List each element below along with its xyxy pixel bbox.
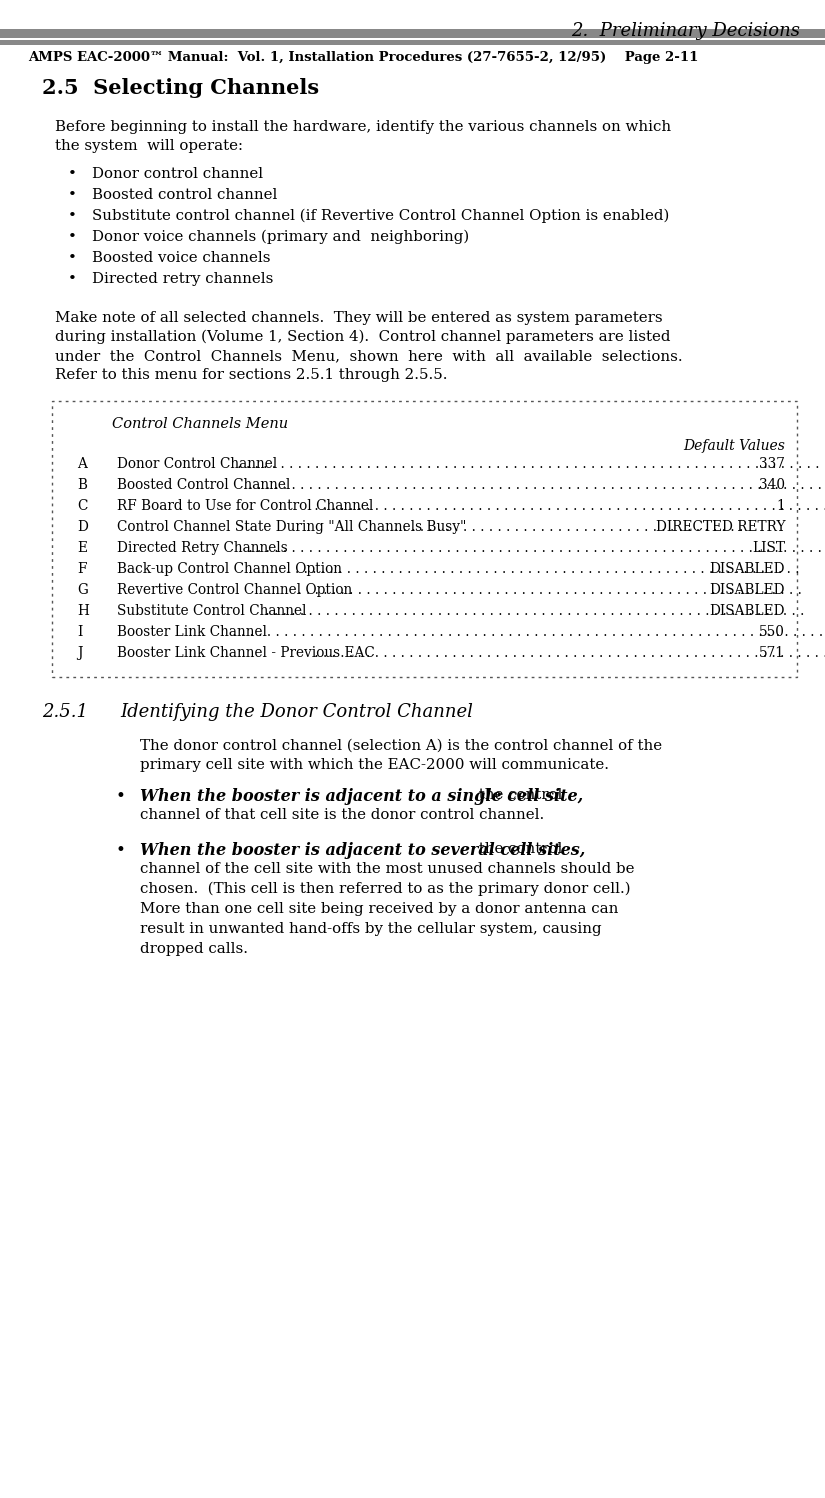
Text: •: •: [115, 842, 125, 858]
Text: •: •: [68, 210, 77, 223]
Text: Substitute control channel (if Revertive Control Channel Option is enabled): Substitute control channel (if Revertive…: [92, 210, 669, 223]
Text: . . . . . . . . . . . . . . . . . . . . . . . . . . . . . . . . . . . . . . . . : . . . . . . . . . . . . . . . . . . . . …: [228, 625, 825, 640]
Text: . . . . . . . . . . . . . . . . . . . . . . . . . . . . . . . . . . . . . . . . : . . . . . . . . . . . . . . . . . . . . …: [261, 604, 804, 619]
Text: dropped calls.: dropped calls.: [140, 942, 248, 956]
Text: 1: 1: [776, 499, 785, 512]
Text: Control Channel State During "All Channels Busy": Control Channel State During "All Channe…: [117, 520, 466, 533]
Text: Boosted Control Channel: Boosted Control Channel: [117, 478, 290, 491]
Text: DISABLED: DISABLED: [710, 583, 785, 598]
Text: •: •: [115, 788, 125, 804]
Text: •: •: [68, 189, 77, 202]
Text: the system  will operate:: the system will operate:: [55, 139, 243, 153]
Text: DIRECTED RETRY: DIRECTED RETRY: [656, 520, 785, 533]
Text: Substitute Control Channel: Substitute Control Channel: [117, 604, 307, 619]
Text: chosen.  (This cell is then referred to as the primary donor cell.): chosen. (This cell is then referred to a…: [140, 882, 630, 896]
Text: DISABLED: DISABLED: [710, 562, 785, 577]
Text: Before beginning to install the hardware, identify the various channels on which: Before beginning to install the hardware…: [55, 120, 671, 133]
Text: B: B: [77, 478, 87, 491]
Text: channel of the cell site with the most unused channels should be: channel of the cell site with the most u…: [140, 861, 634, 876]
Text: More than one cell site being received by a donor antenna can: More than one cell site being received b…: [140, 902, 619, 915]
Text: J: J: [77, 646, 82, 661]
Text: Donor Control Channel: Donor Control Channel: [117, 457, 277, 470]
Text: Identifying the Donor Control Channel: Identifying the Donor Control Channel: [120, 703, 473, 721]
Text: G: G: [77, 583, 88, 598]
Text: 571: 571: [759, 646, 785, 661]
Text: Donor control channel: Donor control channel: [92, 166, 263, 181]
Bar: [0, 28, 825, 36]
Text: When the booster is adjacent to a single cell site,: When the booster is adjacent to a single…: [140, 788, 583, 804]
Text: F: F: [77, 562, 87, 577]
Text: •: •: [68, 252, 77, 265]
Text: I: I: [77, 625, 82, 640]
Text: Refer to this menu for sections 2.5.1 through 2.5.5.: Refer to this menu for sections 2.5.1 th…: [55, 369, 447, 382]
Text: . . . . . . . . . . . . . . . . . . . . . . . . . . . . . . . . . . . . . . . . : . . . . . . . . . . . . . . . . . . . . …: [282, 562, 800, 577]
Text: . . . . . . . . . . . . . . . . . . . . . . . . . . . . . . . . . . . . . . . . : . . . . . . . . . . . . . . . . . . . . …: [233, 457, 825, 470]
Text: . . . . . . . . . . . . . . . . . . . . . . . . . . . . . . . . . . . . . . . . : . . . . . . . . . . . . . . . . . . . . …: [244, 478, 825, 491]
Text: 2.  Preliminary Decisions: 2. Preliminary Decisions: [571, 22, 800, 40]
Text: Donor voice channels (primary and  neighboring): Donor voice channels (primary and neighb…: [92, 231, 469, 244]
Text: RF Board to Use for Control Channel: RF Board to Use for Control Channel: [117, 499, 374, 512]
Text: Booster Link Channel: Booster Link Channel: [117, 625, 267, 640]
Text: 2.5  Selecting Channels: 2.5 Selecting Channels: [42, 78, 319, 97]
Text: Directed retry channels: Directed retry channels: [92, 273, 273, 286]
Text: Booster Link Channel - Previous EAC: Booster Link Channel - Previous EAC: [117, 646, 375, 661]
Text: Make note of all selected channels.  They will be entered as system parameters: Make note of all selected channels. They…: [55, 312, 662, 325]
Text: Control Channels Menu: Control Channels Menu: [112, 416, 288, 431]
Bar: [0, 36, 825, 37]
Text: Revertive Control Channel Option: Revertive Control Channel Option: [117, 583, 352, 598]
Text: Boosted control channel: Boosted control channel: [92, 189, 277, 202]
Text: Boosted voice channels: Boosted voice channels: [92, 252, 271, 265]
Text: . . . . . . . . . . . . . . . . . . . . . . . . . . . . . . . . . . . . . . . . : . . . . . . . . . . . . . . . . . . . . …: [380, 520, 742, 533]
Text: . . . . . . . . . . . . . . . . . . . . . . . . . . . . . . . . . . . . . . . . : . . . . . . . . . . . . . . . . . . . . …: [309, 646, 825, 661]
Text: A: A: [77, 457, 87, 470]
Text: 340: 340: [759, 478, 785, 491]
Text: D: D: [77, 520, 88, 533]
Text: DISABLED: DISABLED: [710, 604, 785, 619]
Text: AMPS EAC-2000™ Manual:  Vol. 1, Installation Procedures (27-7655-2, 12/95)    Pa: AMPS EAC-2000™ Manual: Vol. 1, Installat…: [28, 51, 699, 64]
Text: channel of that cell site is the donor control channel.: channel of that cell site is the donor c…: [140, 807, 544, 822]
Text: . . . . . . . . . . . . . . . . . . . . . . . . . . . . . . . . . . . . . . . . : . . . . . . . . . . . . . . . . . . . . …: [309, 499, 825, 512]
Text: •: •: [68, 166, 77, 181]
Text: the control: the control: [474, 788, 563, 801]
Text: •: •: [68, 273, 77, 286]
Text: H: H: [77, 604, 89, 619]
Text: . . . . . . . . . . . . . . . . . . . . . . . . . . . . . . . . . . . . . . . . : . . . . . . . . . . . . . . . . . . . . …: [294, 583, 802, 598]
Text: LIST: LIST: [752, 541, 785, 554]
Text: When the booster is adjacent to several cell sites,: When the booster is adjacent to several …: [140, 842, 586, 858]
Text: 337: 337: [759, 457, 785, 470]
Text: the control: the control: [474, 842, 563, 855]
Bar: [0, 40, 825, 45]
Bar: [52, 401, 797, 677]
Text: . . . . . . . . . . . . . . . . . . . . . . . . . . . . . . . . . . . . . . . . : . . . . . . . . . . . . . . . . . . . . …: [244, 541, 825, 554]
Text: Default Values: Default Values: [683, 439, 785, 452]
Text: •: •: [68, 231, 77, 244]
Text: C: C: [77, 499, 87, 512]
Text: Directed Retry Channels: Directed Retry Channels: [117, 541, 288, 554]
Text: during installation (Volume 1, Section 4).  Control channel parameters are liste: during installation (Volume 1, Section 4…: [55, 330, 671, 345]
Text: Back-up Control Channel Option: Back-up Control Channel Option: [117, 562, 342, 577]
Text: The donor control channel (selection A) is the control channel of the: The donor control channel (selection A) …: [140, 739, 662, 753]
Text: E: E: [77, 541, 87, 554]
Text: primary cell site with which the EAC-2000 will communicate.: primary cell site with which the EAC-200…: [140, 758, 609, 771]
Text: under  the  Control  Channels  Menu,  shown  here  with  all  available  selecti: under the Control Channels Menu, shown h…: [55, 349, 682, 363]
Text: 2.5.1: 2.5.1: [42, 703, 88, 721]
Text: 550: 550: [759, 625, 785, 640]
Text: result in unwanted hand-offs by the cellular system, causing: result in unwanted hand-offs by the cell…: [140, 921, 601, 936]
